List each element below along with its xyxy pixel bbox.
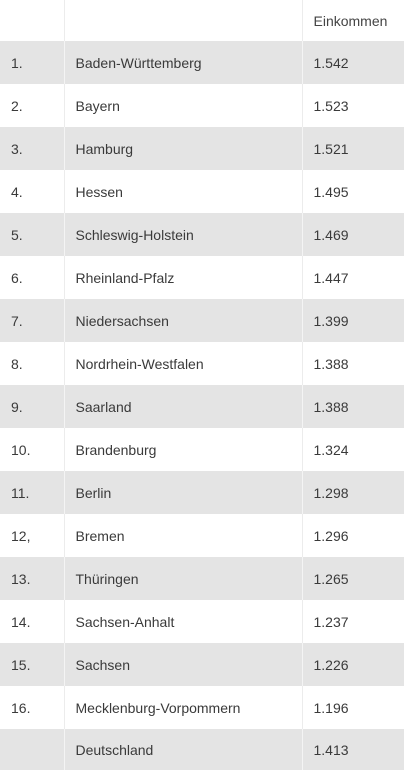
table-row: 5. Schleswig-Holstein 1.469 bbox=[0, 213, 404, 256]
income-cell: 1.296 bbox=[302, 514, 404, 557]
table-row: 2. Bayern 1.523 bbox=[0, 84, 404, 127]
income-cell: 1.226 bbox=[302, 643, 404, 686]
rank-cell: 1. bbox=[0, 41, 65, 84]
state-cell: Mecklenburg-Vorpommern bbox=[64, 686, 303, 729]
rank-cell: 8. bbox=[0, 342, 65, 385]
rank-cell: 9. bbox=[0, 385, 65, 428]
income-cell: 1.196 bbox=[302, 686, 404, 729]
header-income: Einkommen bbox=[302, 0, 404, 41]
rank-cell bbox=[0, 729, 65, 770]
table-row: 8. Nordrhein-Westfalen 1.388 bbox=[0, 342, 404, 385]
table-row: 13. Thüringen 1.265 bbox=[0, 557, 404, 600]
income-cell: 1.447 bbox=[302, 256, 404, 299]
table-row: 4. Hessen 1.495 bbox=[0, 170, 404, 213]
table-row: 14. Sachsen-Anhalt 1.237 bbox=[0, 600, 404, 643]
state-cell: Schleswig-Holstein bbox=[64, 213, 303, 256]
income-cell: 1.495 bbox=[302, 170, 404, 213]
income-cell: 1.237 bbox=[302, 600, 404, 643]
income-cell: 1.298 bbox=[302, 471, 404, 514]
rank-cell: 15. bbox=[0, 643, 65, 686]
table-row: 10. Brandenburg 1.324 bbox=[0, 428, 404, 471]
state-cell: Bayern bbox=[64, 84, 303, 127]
state-cell: Rheinland-Pfalz bbox=[64, 256, 303, 299]
income-cell: 1.523 bbox=[302, 84, 404, 127]
rank-cell: 6. bbox=[0, 256, 65, 299]
income-cell: 1.399 bbox=[302, 299, 404, 342]
header-state bbox=[64, 0, 303, 41]
rank-cell: 14. bbox=[0, 600, 65, 643]
income-cell: 1.521 bbox=[302, 127, 404, 170]
income-cell: 1.413 bbox=[302, 729, 404, 770]
rank-cell: 16. bbox=[0, 686, 65, 729]
rank-cell: 5. bbox=[0, 213, 65, 256]
header-rank bbox=[0, 0, 65, 41]
header-row: Einkommen bbox=[0, 0, 404, 41]
table-row: 16. Mecklenburg-Vorpommern 1.196 bbox=[0, 686, 404, 729]
rank-cell: 2. bbox=[0, 84, 65, 127]
table-row-total: Deutschland 1.413 bbox=[0, 729, 404, 770]
state-cell: Nordrhein-Westfalen bbox=[64, 342, 303, 385]
table-header: Einkommen bbox=[0, 0, 404, 41]
table-body: 1. Baden-Württemberg 1.542 2. Bayern 1.523 3. H… bbox=[0, 41, 404, 770]
table-row: 6. Rheinland-Pfalz 1.447 bbox=[0, 256, 404, 299]
state-cell: Bremen bbox=[64, 514, 303, 557]
state-cell: Deutschland bbox=[64, 729, 303, 770]
table-row: 1. Baden-Württemberg 1.542 bbox=[0, 41, 404, 84]
income-cell: 1.388 bbox=[302, 342, 404, 385]
income-cell: 1.469 bbox=[302, 213, 404, 256]
state-cell: Baden-Württemberg bbox=[64, 41, 303, 84]
state-cell: Hessen bbox=[64, 170, 303, 213]
state-cell: Thüringen bbox=[64, 557, 303, 600]
state-cell: Saarland bbox=[64, 385, 303, 428]
rank-cell: 7. bbox=[0, 299, 65, 342]
table-row: 7. Niedersachsen 1.399 bbox=[0, 299, 404, 342]
state-cell: Sachsen bbox=[64, 643, 303, 686]
rank-cell: 11. bbox=[0, 471, 65, 514]
state-cell: Berlin bbox=[64, 471, 303, 514]
table-row: 11. Berlin 1.298 bbox=[0, 471, 404, 514]
income-cell: 1.265 bbox=[302, 557, 404, 600]
income-cell: 1.324 bbox=[302, 428, 404, 471]
income-cell: 1.388 bbox=[302, 385, 404, 428]
table-row: 3. Hamburg 1.521 bbox=[0, 127, 404, 170]
table-row: 9. Saarland 1.388 bbox=[0, 385, 404, 428]
state-cell: Brandenburg bbox=[64, 428, 303, 471]
income-cell: 1.542 bbox=[302, 41, 404, 84]
rank-cell: 13. bbox=[0, 557, 65, 600]
rank-cell: 10. bbox=[0, 428, 65, 471]
rank-cell: 3. bbox=[0, 127, 65, 170]
state-cell: Sachsen-Anhalt bbox=[64, 600, 303, 643]
rank-cell: 12, bbox=[0, 514, 65, 557]
table-row: 12, Bremen 1.296 bbox=[0, 514, 404, 557]
state-cell: Hamburg bbox=[64, 127, 303, 170]
table-row: 15. Sachsen 1.226 bbox=[0, 643, 404, 686]
rank-cell: 4. bbox=[0, 170, 65, 213]
state-cell: Niedersachsen bbox=[64, 299, 303, 342]
